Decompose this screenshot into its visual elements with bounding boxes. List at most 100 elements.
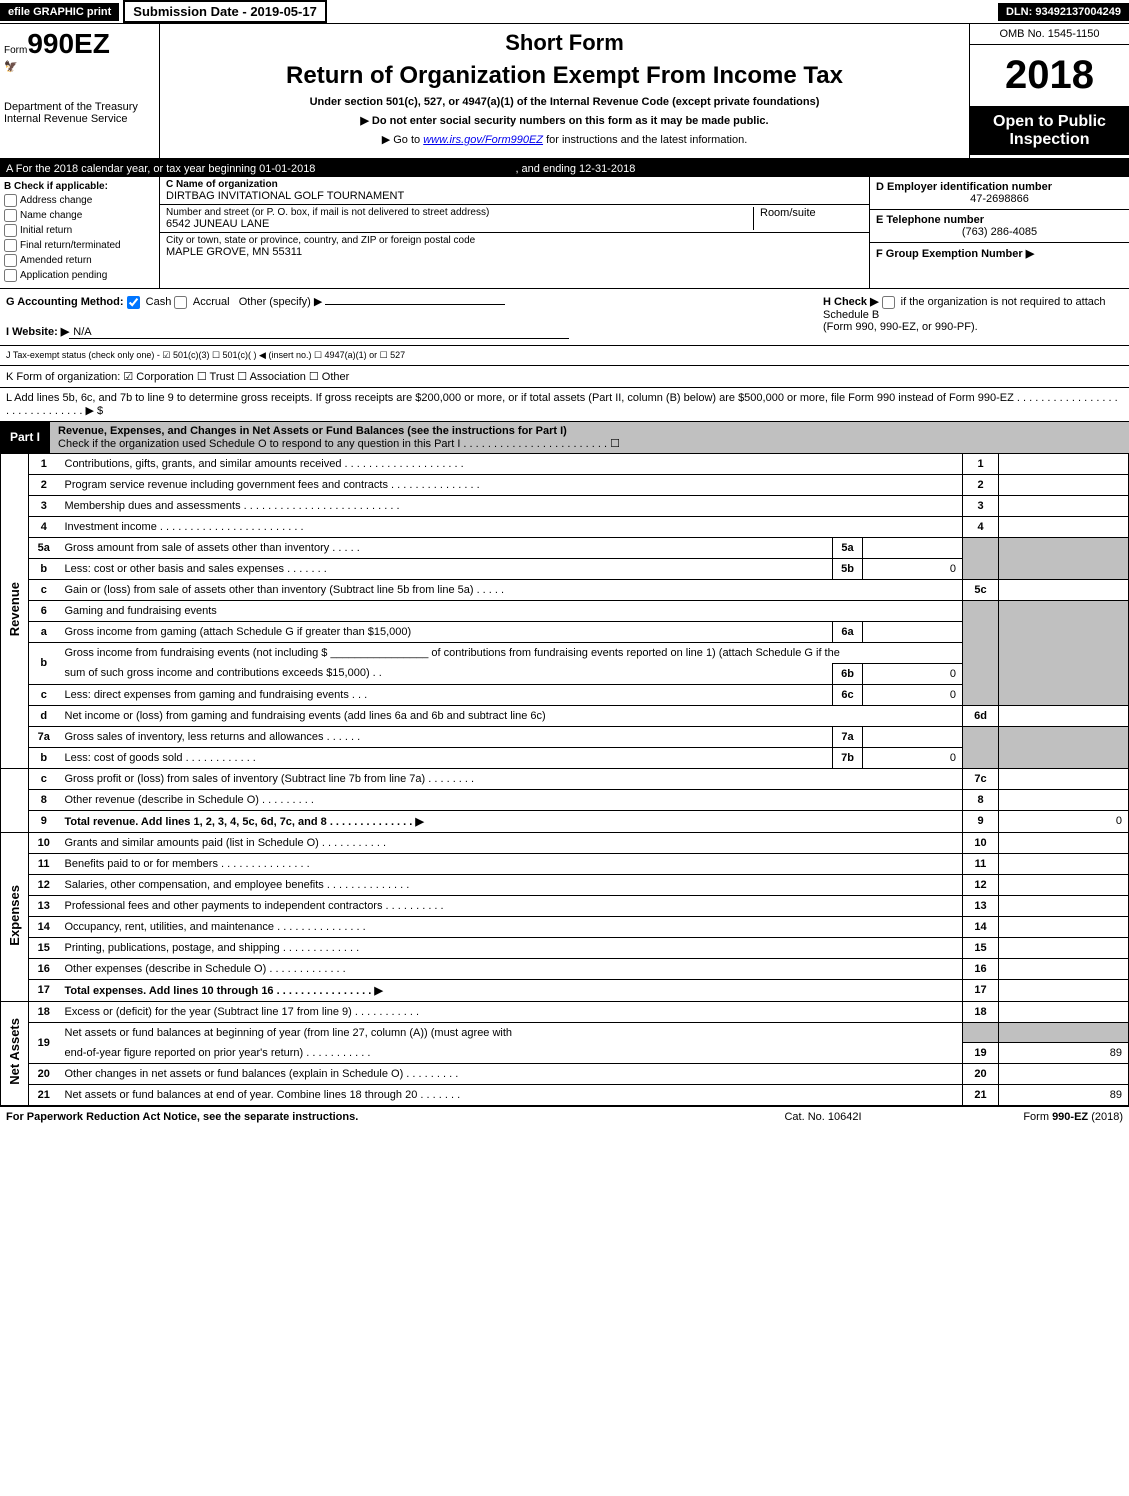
section-b: B Check if applicable: Address change Na… — [0, 177, 1129, 289]
irs-link[interactable]: www.irs.gov/Form990EZ — [423, 134, 543, 146]
ein-value: 47-2698866 — [876, 193, 1123, 205]
line-4-no: 4 — [29, 516, 59, 537]
line-4-val — [999, 516, 1129, 537]
line-5a-no: 5a — [29, 537, 59, 558]
period-begin: A For the 2018 calendar year, or tax yea… — [6, 163, 315, 175]
amended-return-checkbox[interactable]: Amended return — [4, 254, 155, 267]
instr2-prefix: ▶ Go to — [382, 134, 423, 146]
line-5a-subbox: 5a — [833, 537, 863, 558]
line-6b-no: b — [29, 642, 59, 684]
line-17-no: 17 — [29, 979, 59, 1001]
line-20-no: 20 — [29, 1064, 59, 1085]
line-15-box: 15 — [963, 937, 999, 958]
line-20-desc: Other changes in net assets or fund bala… — [59, 1064, 963, 1085]
line-6d-desc: Net income or (loss) from gaming and fun… — [59, 705, 963, 726]
line-5c-desc: Gain or (loss) from sale of assets other… — [59, 579, 963, 600]
line-11-box: 11 — [963, 853, 999, 874]
line-4-box: 4 — [963, 516, 999, 537]
line-17-desc: Total expenses. Add lines 10 through 16 … — [59, 979, 963, 1001]
instr2-suffix: for instructions and the latest informat… — [543, 134, 747, 146]
line-15-no: 15 — [29, 937, 59, 958]
line-5b-subval: 0 — [863, 558, 963, 579]
section-b-checkboxes: B Check if applicable: Address change Na… — [0, 177, 160, 288]
line-2-val — [999, 474, 1129, 495]
line-1-desc: Contributions, gifts, grants, and simila… — [59, 453, 963, 474]
name-change-checkbox[interactable]: Name change — [4, 209, 155, 222]
line-3-desc: Membership dues and assessments . . . . … — [59, 495, 963, 516]
line-11-no: 11 — [29, 853, 59, 874]
line-6c-subval: 0 — [863, 684, 963, 705]
line-7a-no: 7a — [29, 726, 59, 747]
line-9-no: 9 — [29, 810, 59, 832]
line-7a-subval — [863, 726, 963, 747]
line-7-shaded — [963, 726, 999, 768]
line-17-box: 17 — [963, 979, 999, 1001]
efile-print-button[interactable]: efile GRAPHIC print — [0, 3, 119, 21]
line-19-box: 19 — [963, 1043, 999, 1064]
line-16-val — [999, 958, 1129, 979]
line-2-no: 2 — [29, 474, 59, 495]
line-10-box: 10 — [963, 832, 999, 853]
section-h: H Check ▶ if the organization is not req… — [823, 295, 1123, 339]
line-13-val — [999, 895, 1129, 916]
group-exemption-label: F Group Exemption Number ▶ — [876, 247, 1123, 260]
line-8-val — [999, 789, 1129, 810]
line-7b-desc: Less: cost of goods sold . . . . . . . .… — [59, 747, 833, 768]
ns-label: Number and street (or P. O. box, if mail… — [166, 207, 753, 218]
line-13-box: 13 — [963, 895, 999, 916]
line-19-shaded-val — [999, 1022, 1129, 1043]
tax-year-row: A For the 2018 calendar year, or tax yea… — [0, 161, 1129, 177]
main-title: Return of Organization Exempt From Incom… — [168, 62, 961, 90]
line-20-val — [999, 1064, 1129, 1085]
part-1-check-line: Check if the organization used Schedule … — [58, 438, 620, 450]
line-7c-desc: Gross profit or (loss) from sales of inv… — [59, 768, 963, 789]
application-pending-checkbox[interactable]: Application pending — [4, 269, 155, 282]
line-7-shaded-val — [999, 726, 1129, 768]
line-6b-desc: Gross income from fundraising events (no… — [59, 642, 963, 663]
line-14-box: 14 — [963, 916, 999, 937]
line-14-desc: Occupancy, rent, utilities, and maintena… — [59, 916, 963, 937]
h-label-3: (Form 990, 990-EZ, or 990-PF). — [823, 321, 978, 333]
line-5-shaded-val — [999, 537, 1129, 579]
line-8-no: 8 — [29, 789, 59, 810]
cash-checkbox[interactable] — [127, 296, 140, 309]
line-6a-subbox: 6a — [833, 621, 863, 642]
final-return-checkbox[interactable]: Final return/terminated — [4, 239, 155, 252]
line-5a-subval — [863, 537, 963, 558]
omb-number: OMB No. 1545-1150 — [970, 24, 1129, 45]
line-6b-desc2: sum of such gross income and contributio… — [59, 663, 833, 684]
initial-return-checkbox[interactable]: Initial return — [4, 224, 155, 237]
instruction-2: ▶ Go to www.irs.gov/Form990EZ for instru… — [168, 133, 961, 146]
short-form-title: Short Form — [168, 30, 961, 56]
line-6a-subval — [863, 621, 963, 642]
line-6-no: 6 — [29, 600, 59, 621]
revenue-side-label-2 — [1, 768, 29, 832]
line-1-box: 1 — [963, 453, 999, 474]
part-1-label: Part I — [0, 427, 50, 447]
line-12-val — [999, 874, 1129, 895]
line-9-box: 9 — [963, 810, 999, 832]
under-section: Under section 501(c), 527, or 4947(a)(1)… — [168, 96, 961, 108]
line-5b-no: b — [29, 558, 59, 579]
c-name-label: C Name of organization — [166, 179, 863, 190]
accrual-checkbox[interactable] — [174, 296, 187, 309]
line-18-val — [999, 1001, 1129, 1022]
line-5a-desc: Gross amount from sale of assets other t… — [59, 537, 833, 558]
line-6-desc: Gaming and fundraising events — [59, 600, 963, 621]
check-if-applicable-label: B Check if applicable: — [4, 181, 155, 192]
section-g-h-i: G Accounting Method: Cash Accrual Other … — [0, 289, 1129, 346]
address-change-checkbox[interactable]: Address change — [4, 194, 155, 207]
line-10-no: 10 — [29, 832, 59, 853]
line-4-desc: Investment income . . . . . . . . . . . … — [59, 516, 963, 537]
line-13-desc: Professional fees and other payments to … — [59, 895, 963, 916]
line-9-desc: Total revenue. Add lines 1, 2, 3, 4, 5c,… — [59, 810, 963, 832]
line-6a-desc: Gross income from gaming (attach Schedul… — [59, 621, 833, 642]
department-label: Department of the Treasury — [4, 101, 155, 113]
line-3-box: 3 — [963, 495, 999, 516]
line-7c-val — [999, 768, 1129, 789]
city-value: MAPLE GROVE, MN 55311 — [166, 246, 863, 258]
schedule-b-checkbox[interactable] — [882, 296, 895, 309]
header-right: OMB No. 1545-1150 2018 Open to Public In… — [969, 24, 1129, 158]
section-b-right: D Employer identification number 47-2698… — [869, 177, 1129, 288]
expenses-side-label: Expenses — [1, 832, 29, 1001]
